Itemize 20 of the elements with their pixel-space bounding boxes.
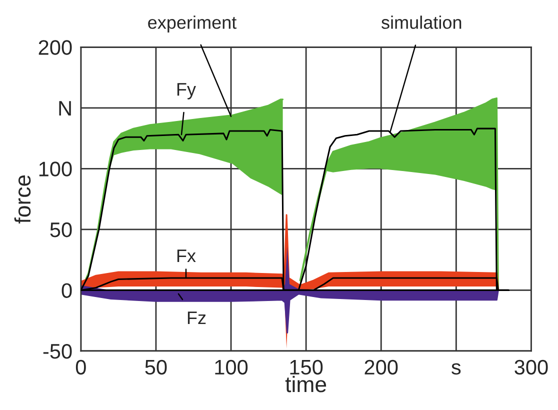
x-tick-label: 200 — [364, 360, 398, 375]
annotation: simulation — [382, 16, 462, 29]
y-axis-title: force — [14, 175, 31, 224]
y-tick-label: -50 — [43, 344, 72, 359]
x-tick-label: 150 — [290, 360, 323, 375]
y-tick-label: 0 — [62, 283, 72, 298]
y-tick-label: 200 — [38, 40, 72, 55]
annotation: Fz — [188, 312, 206, 324]
y-tick-label: N — [59, 101, 71, 116]
x-tick-label: 50 — [145, 360, 167, 375]
annotation: Fx — [177, 250, 196, 262]
annotation: Fy — [177, 83, 196, 100]
x-tick-label: 0 — [76, 360, 86, 375]
y-tick-label: 50 — [50, 222, 72, 238]
y-tick-label: 100 — [39, 162, 72, 176]
x-tick-label: 300 — [514, 360, 548, 375]
annotation: experiment — [148, 16, 237, 32]
x-tick-label: s — [452, 363, 461, 375]
x-tick-label: 100 — [215, 360, 248, 375]
x-axis-title: time — [285, 376, 326, 392]
